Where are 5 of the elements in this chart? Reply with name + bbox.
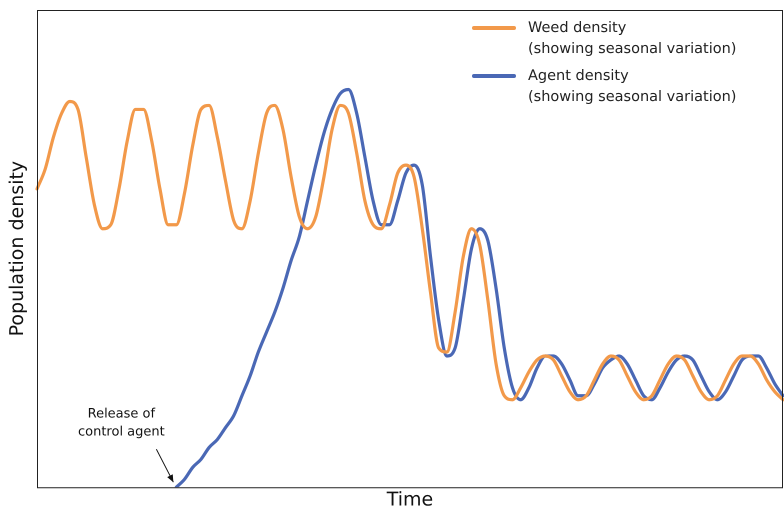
y-axis-title: Population density: [6, 160, 28, 336]
legend-label: Weed density (showing seasonal variation): [528, 19, 736, 59]
legend-label: Agent density (showing seasonal variation): [528, 67, 736, 107]
x-axis-title: Time: [386, 488, 434, 511]
annotation: Release of control agent: [78, 406, 165, 440]
